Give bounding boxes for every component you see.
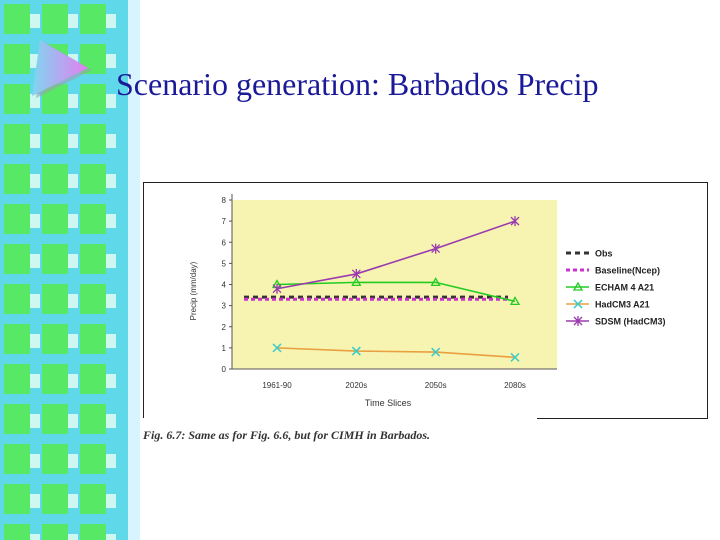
y-tick-label: 6 <box>222 238 227 247</box>
legend-marker <box>573 299 583 309</box>
y-tick-label: 7 <box>222 217 227 226</box>
data-point <box>431 347 441 357</box>
series-line <box>276 281 516 303</box>
triangle-logo-icon <box>32 40 92 98</box>
y-tick-label: 0 <box>222 365 227 374</box>
series-hadcm3-a21 <box>272 343 520 362</box>
x-tick-label: 2050s <box>425 381 447 390</box>
figure-caption: Fig. 6.7: Same as for Fig. 6.6, but for … <box>143 428 431 442</box>
legend-marker <box>572 281 584 291</box>
data-point <box>351 268 361 279</box>
data-point <box>430 277 441 287</box>
decorative-stripe <box>0 0 140 540</box>
legend-label: Baseline(Ncep) <box>595 266 660 276</box>
legend-label: ECHAM 4 A21 <box>595 283 654 293</box>
y-tick-label: 3 <box>222 302 227 311</box>
axes: 0 1 2 3 4 5 6 7 8 1961-90 2020s 2050s 2080s <box>222 194 557 390</box>
legend: Obs Baseline(Ncep) ECHAM 4 A21 HadCM3 A21 SD… <box>566 249 666 327</box>
slide-title: Scenario generation: Barbados Precip <box>116 66 599 102</box>
y-tick-label: 2 <box>222 323 227 332</box>
series-group <box>244 216 521 362</box>
data-point <box>431 243 441 254</box>
legend-marker <box>573 316 583 326</box>
legend-label: Obs <box>595 249 613 259</box>
data-point <box>272 283 282 294</box>
x-axis-label: Time Slices <box>365 398 412 408</box>
y-axis-label: Precip (mm/day) <box>189 261 198 320</box>
legend-label: HadCM3 A21 <box>595 300 650 310</box>
y-tick-label: 5 <box>222 259 227 268</box>
data-point <box>351 346 361 356</box>
y-tick-label: 4 <box>222 281 227 290</box>
data-point <box>351 277 362 287</box>
data-point <box>510 352 520 362</box>
series-sdsm-hadcm3- <box>272 216 520 294</box>
data-point <box>272 343 282 353</box>
data-point <box>510 216 520 227</box>
x-tick-label: 1961-90 <box>262 381 292 390</box>
x-tick-label: 2080s <box>504 381 526 390</box>
legend-frame <box>537 182 708 419</box>
series-line <box>276 347 516 359</box>
legend-label: SDSM (HadCM3) <box>595 317 666 327</box>
x-tick-label: 2020s <box>345 381 367 390</box>
y-tick-label: 8 <box>222 196 227 205</box>
series-echam-4-a21 <box>271 277 521 306</box>
series-line <box>276 220 516 290</box>
data-point <box>509 296 521 306</box>
y-tick-label: 1 <box>222 344 227 353</box>
